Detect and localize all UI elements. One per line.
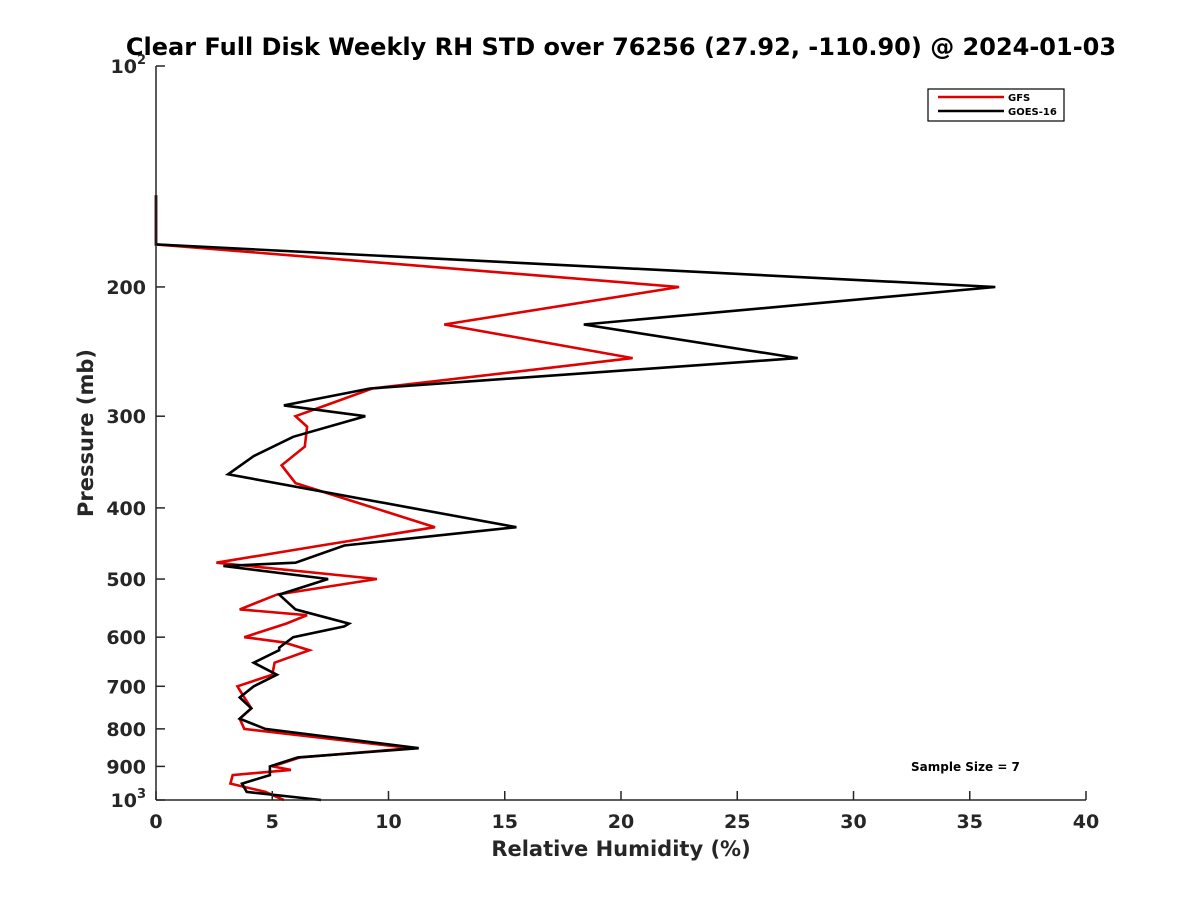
- series-line-gfs: [154, 195, 680, 802]
- chart-title: Clear Full Disk Weekly RH STD over 76256…: [126, 33, 1116, 61]
- x-tick-label: 20: [608, 811, 634, 833]
- y-tick-base: 10: [111, 790, 137, 812]
- y-tick-label: 900: [106, 756, 146, 778]
- legend: GFS GOES-16: [927, 88, 1065, 122]
- y-tick-label: 800: [106, 719, 146, 741]
- x-tick-label: 5: [266, 811, 279, 833]
- x-ticks: 0 5 10 15 20 25 30 35 40: [149, 791, 1099, 833]
- x-tick-label: 30: [840, 811, 866, 833]
- legend-label-goes16: GOES-16: [1008, 107, 1057, 118]
- y-tick-label: 500: [106, 569, 146, 591]
- x-tick-label: 10: [375, 811, 401, 833]
- y-tick-label: 300: [106, 406, 146, 428]
- y-axis-label: Pressure (mb): [74, 349, 98, 517]
- y-tick-label: 700: [106, 676, 146, 698]
- y-tick-base: 10: [111, 56, 137, 78]
- y-tick-label: 200: [106, 277, 146, 299]
- x-tick-label: 15: [492, 811, 518, 833]
- y-tick-exponent: 2: [137, 53, 146, 68]
- x-axis-label: Relative Humidity (%): [491, 837, 750, 861]
- x-tick-label: 0: [149, 811, 162, 833]
- legend-label-gfs: GFS: [1008, 93, 1030, 104]
- legend-box: [927, 88, 1065, 122]
- x-tick-label: 35: [957, 811, 983, 833]
- series-line-goes16: [154, 195, 996, 802]
- sample-size-annotation: Sample Size = 7: [911, 760, 1020, 774]
- y-tick-label: 400: [106, 498, 146, 520]
- x-tick-label: 25: [724, 811, 750, 833]
- y-tick-exponent: 3: [137, 787, 146, 802]
- plot-lines: [154, 195, 996, 802]
- x-tick-label: 40: [1073, 811, 1099, 833]
- y-tick-label: 102: [111, 53, 147, 78]
- y-tick-label: 600: [106, 627, 146, 649]
- y-tick-label: 103: [111, 787, 147, 812]
